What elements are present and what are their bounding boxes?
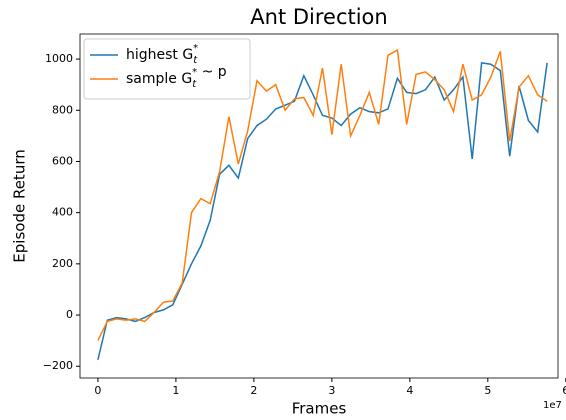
legend: highest Gt*sample Gt* ~ p <box>83 38 251 100</box>
y-tick-label: 600 <box>52 154 73 167</box>
legend-box <box>83 38 251 100</box>
series-line <box>97 62 548 360</box>
chart-title: Ant Direction <box>250 5 387 29</box>
y-tick-label: 400 <box>52 206 73 219</box>
x-tick-label: 4 <box>406 384 413 397</box>
x-tick-label: 3 <box>328 384 335 397</box>
x-tick-label: 6 <box>562 384 566 397</box>
plot-frame <box>79 33 559 379</box>
x-tick-label: 5 <box>484 384 491 397</box>
x-tick-label: 1 <box>172 384 179 397</box>
legend-label: highest Gt* <box>126 43 198 66</box>
series-line <box>97 48 548 341</box>
x-tick-label: 2 <box>250 384 257 397</box>
y-tick-label: 200 <box>52 257 73 270</box>
x-tick-label: 0 <box>94 384 101 397</box>
y-tick-label: 800 <box>52 103 73 116</box>
x-offset-label: 1e7 <box>543 400 562 411</box>
y-tick-label: 1000 <box>45 52 73 65</box>
y-tick-label: −200 <box>43 359 73 372</box>
x-axis-label: Frames <box>292 400 347 418</box>
y-tick-label: 0 <box>66 308 73 321</box>
legend-label: sample Gt* ~ p <box>126 64 227 90</box>
y-axis-label: Episode Return <box>11 149 29 262</box>
